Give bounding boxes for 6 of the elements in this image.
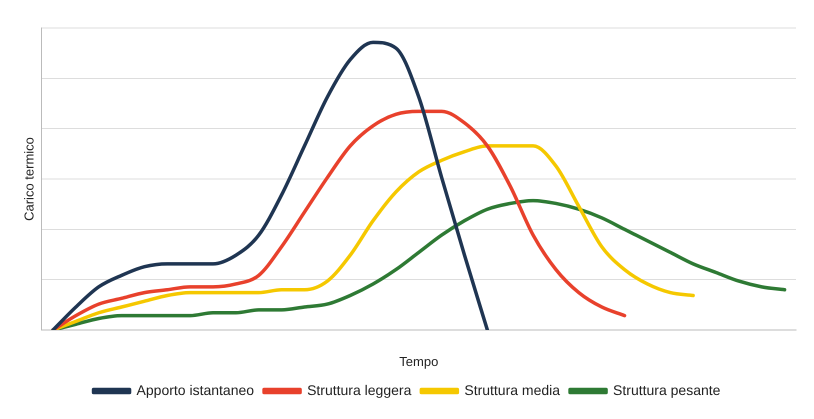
legend-label: Apporto istantaneo — [136, 382, 254, 398]
x-axis-title: Tempo — [399, 354, 438, 369]
legend-label: Struttura media — [464, 382, 560, 398]
legend-label: Struttura pesante — [613, 382, 721, 398]
legend-label: Struttura leggera — [307, 382, 412, 398]
y-axis-title: Carico termico — [21, 137, 36, 221]
